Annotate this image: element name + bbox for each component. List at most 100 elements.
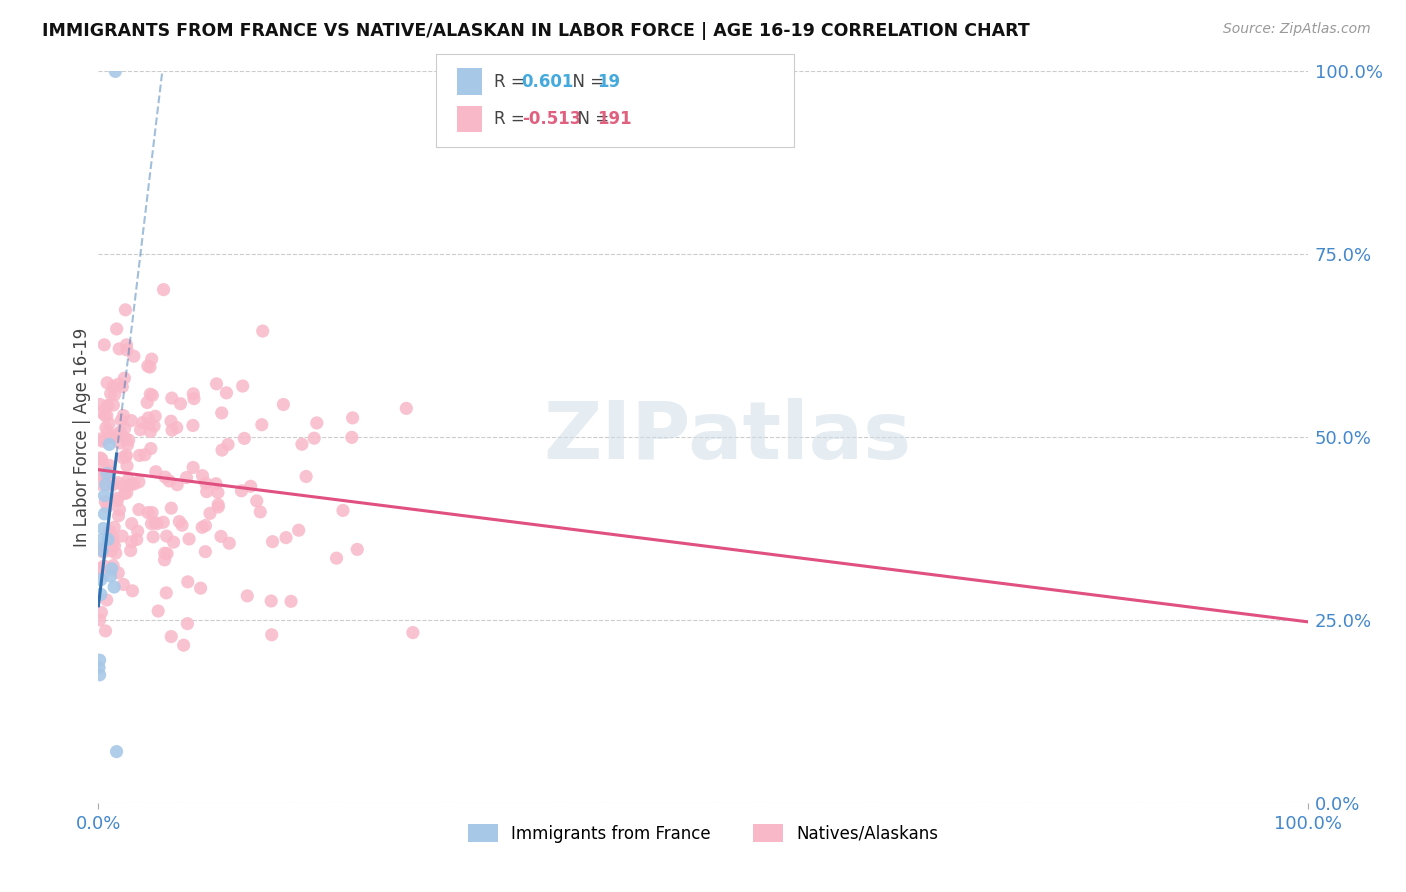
Point: [89, 653, 111, 667]
Point: [246, 494, 269, 508]
Point: [89, 667, 111, 681]
Point: [93, 489, 115, 503]
Point: [114, 450, 136, 464]
Point: [177, 574, 200, 589]
Point: [112, 478, 135, 492]
Point: [115, 343, 138, 357]
Point: [94, 477, 117, 491]
Point: [107, 508, 129, 523]
Point: [97, 399, 120, 413]
Point: [101, 558, 124, 573]
Point: [143, 409, 166, 424]
Point: [91, 533, 114, 547]
Point: [209, 529, 232, 543]
Point: [105, 322, 128, 336]
Point: [231, 483, 253, 498]
Point: [195, 484, 218, 499]
Point: [97, 399, 120, 413]
Point: [198, 506, 221, 520]
Point: [139, 442, 162, 456]
Y-axis label: In Labor Force | Age 16-19: In Labor Force | Age 16-19: [73, 327, 91, 547]
Point: [103, 580, 125, 594]
Point: [287, 523, 309, 537]
Point: [103, 520, 125, 534]
Point: [194, 518, 217, 533]
Point: [262, 534, 284, 549]
Point: [325, 551, 347, 566]
Point: [105, 491, 128, 506]
Point: [152, 516, 174, 530]
Point: [211, 443, 233, 458]
Point: [114, 421, 136, 435]
Point: [96, 467, 118, 481]
Point: [94, 624, 117, 638]
Point: [152, 283, 174, 297]
Point: [103, 535, 125, 549]
Point: [162, 535, 184, 549]
Point: [218, 536, 240, 550]
Point: [90, 452, 112, 467]
Point: [136, 506, 159, 520]
Point: [93, 468, 115, 483]
Point: [111, 529, 134, 543]
Point: [114, 302, 136, 317]
Point: [141, 506, 163, 520]
Text: R =: R =: [494, 73, 530, 91]
Point: [89, 562, 111, 576]
Point: [112, 577, 135, 591]
Point: [111, 380, 134, 394]
Point: [115, 458, 138, 473]
Point: [107, 566, 129, 580]
Point: [138, 417, 160, 431]
Point: [97, 533, 120, 547]
Point: [128, 475, 150, 489]
Point: [176, 616, 198, 631]
Point: [90, 432, 112, 446]
Point: [91, 521, 114, 535]
Text: Source: ZipAtlas.com: Source: ZipAtlas.com: [1223, 22, 1371, 37]
Point: [108, 342, 131, 356]
Point: [191, 468, 214, 483]
Point: [236, 589, 259, 603]
Point: [205, 476, 228, 491]
Point: [101, 478, 124, 492]
Point: [96, 409, 118, 423]
Point: [215, 385, 238, 400]
Point: [120, 414, 142, 428]
Point: [105, 745, 128, 759]
Point: [105, 427, 128, 442]
Point: [160, 423, 183, 437]
Point: [120, 543, 142, 558]
Point: [302, 431, 325, 445]
Point: [232, 379, 254, 393]
Text: 191: 191: [598, 110, 633, 128]
Point: [91, 543, 114, 558]
Point: [90, 587, 112, 601]
Point: [96, 593, 118, 607]
Point: [250, 417, 273, 432]
Point: [194, 476, 217, 491]
Point: [89, 397, 111, 411]
Point: [103, 387, 125, 401]
Point: [93, 507, 115, 521]
Point: [89, 450, 111, 465]
Text: ZIPatlas: ZIPatlas: [543, 398, 911, 476]
Point: [139, 359, 162, 374]
Point: [207, 500, 229, 514]
Point: [217, 437, 239, 451]
Point: [98, 524, 121, 539]
Point: [153, 470, 176, 484]
Point: [103, 398, 125, 412]
Point: [141, 352, 163, 367]
Point: [129, 423, 152, 437]
Point: [91, 567, 114, 582]
Point: [166, 420, 188, 434]
Point: [160, 391, 183, 405]
Point: [89, 613, 111, 627]
Point: [90, 405, 112, 419]
Point: [120, 477, 142, 491]
Point: [190, 581, 212, 595]
Point: [273, 397, 295, 411]
Point: [104, 64, 127, 78]
Point: [98, 465, 121, 479]
